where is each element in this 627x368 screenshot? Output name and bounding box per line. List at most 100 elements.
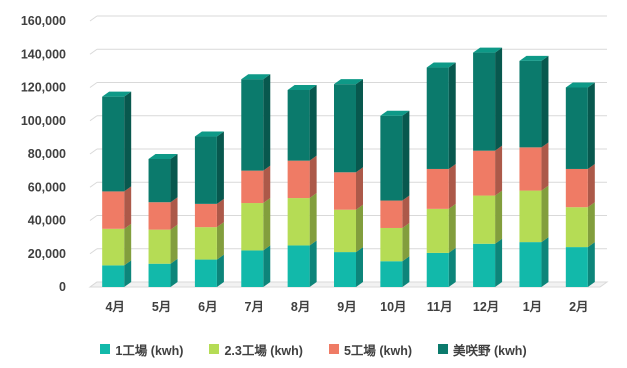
bar-side bbox=[587, 242, 595, 287]
bar-segment bbox=[148, 202, 171, 230]
x-tick-label: 5月 bbox=[152, 300, 171, 314]
bar-segment bbox=[102, 96, 125, 192]
bar-segment bbox=[148, 229, 171, 264]
bar-segment bbox=[334, 172, 356, 210]
bar-segment bbox=[519, 242, 542, 287]
bar-top bbox=[148, 153, 178, 159]
bar-side bbox=[587, 202, 595, 248]
legend-swatch-3 bbox=[328, 344, 339, 354]
bar-side bbox=[170, 258, 178, 287]
legend-label-2: 2.3工場 (kwh) bbox=[224, 343, 303, 358]
legend-item-2: 2.3工場 (kwh) bbox=[209, 339, 303, 359]
bar-side bbox=[356, 247, 363, 287]
bar-side bbox=[495, 190, 503, 244]
bar-side bbox=[356, 167, 363, 210]
bar-segment bbox=[519, 60, 542, 148]
bar-segment bbox=[241, 203, 264, 251]
y-tick-label: 60,000 bbox=[28, 180, 66, 194]
x-tick-label: 8月 bbox=[291, 300, 310, 314]
bar-segment bbox=[565, 247, 588, 287]
bar-segment bbox=[426, 208, 449, 253]
legend-item-4: 美咲野 (kwh) bbox=[438, 339, 527, 359]
bar-side bbox=[170, 153, 178, 203]
gridline-depth bbox=[89, 248, 98, 255]
x-tick-label: 10月 bbox=[380, 300, 406, 314]
x-tick-label: 1月 bbox=[523, 300, 542, 314]
bar-segment bbox=[241, 250, 264, 287]
bar-top bbox=[473, 47, 503, 53]
bar-side bbox=[541, 55, 549, 148]
bar-segment bbox=[241, 79, 264, 171]
bar-segment bbox=[102, 228, 125, 266]
bar-segment bbox=[380, 115, 403, 201]
bar-side bbox=[309, 84, 317, 161]
bar-segment bbox=[287, 89, 310, 161]
bar-side bbox=[216, 131, 224, 204]
bar-segment bbox=[426, 252, 449, 287]
bar-side bbox=[170, 224, 178, 264]
legend-label-3: 5工場 (kwh) bbox=[343, 343, 412, 358]
x-tick-label: 4月 bbox=[105, 300, 124, 314]
bar-side bbox=[263, 165, 271, 204]
bar-side bbox=[402, 195, 410, 228]
bar-column bbox=[426, 62, 456, 287]
bar-column bbox=[565, 82, 595, 287]
bar-segment bbox=[148, 263, 171, 287]
gridline-depth bbox=[89, 148, 98, 155]
x-tick-label: 6月 bbox=[198, 300, 217, 314]
legend-swatch-2 bbox=[209, 344, 220, 354]
bar-side bbox=[263, 198, 271, 251]
bar-top bbox=[334, 79, 363, 85]
bar-side bbox=[309, 193, 317, 246]
bar-side bbox=[495, 238, 503, 287]
bar-segment bbox=[380, 227, 403, 262]
bar-top bbox=[380, 110, 410, 116]
legend: 1工場 (kwh) 2.3工場 (kwh) 5工場 (kwh) 美咲野 (kwh… bbox=[0, 339, 627, 359]
bar-side bbox=[124, 91, 132, 192]
bar-side bbox=[263, 245, 271, 287]
bar-side bbox=[402, 110, 410, 201]
bar-column bbox=[380, 110, 410, 287]
bar-segment bbox=[565, 87, 588, 169]
legend-item-1: 1工場 (kwh) bbox=[100, 339, 183, 359]
bar-segment bbox=[241, 170, 264, 204]
bar-column bbox=[194, 131, 224, 287]
gridline-depth bbox=[89, 15, 98, 22]
y-tick-label: 0 bbox=[59, 280, 66, 294]
bar-column bbox=[334, 79, 363, 287]
bar-segment bbox=[565, 207, 588, 248]
bar-side bbox=[309, 240, 317, 287]
bar-segment bbox=[287, 198, 310, 246]
bar-side bbox=[448, 163, 456, 209]
legend-label-1: 1工場 (kwh) bbox=[115, 343, 184, 358]
bar-segment bbox=[194, 136, 217, 204]
x-tick-label: 12月 bbox=[473, 300, 499, 314]
bar-segment bbox=[473, 195, 496, 244]
bar-column bbox=[102, 91, 132, 287]
bar-top bbox=[194, 131, 224, 137]
y-tick-label: 20,000 bbox=[28, 247, 66, 261]
bar-side bbox=[356, 204, 363, 253]
legend-swatch-1 bbox=[100, 344, 111, 354]
bar-segment bbox=[519, 147, 542, 191]
gridline-depth bbox=[89, 215, 98, 221]
bar-column bbox=[519, 55, 549, 287]
bar-segment bbox=[102, 265, 125, 287]
bar-side bbox=[448, 203, 456, 253]
bar-side bbox=[448, 62, 456, 169]
legend-item-3: 5工場 (kwh) bbox=[328, 339, 412, 359]
bar-top bbox=[287, 84, 317, 90]
bar-side bbox=[309, 155, 317, 199]
gridline-depth bbox=[89, 181, 98, 188]
x-tick-label: 11月 bbox=[427, 300, 453, 314]
bar-segment bbox=[565, 168, 588, 208]
legend-label-4: 美咲野 (kwh) bbox=[453, 343, 527, 358]
bar-segment bbox=[102, 191, 125, 229]
bar-segment bbox=[287, 245, 310, 287]
bar-segment bbox=[194, 259, 217, 287]
bar-segment bbox=[148, 158, 171, 203]
bar-side bbox=[402, 222, 410, 262]
bar-side bbox=[541, 185, 549, 243]
